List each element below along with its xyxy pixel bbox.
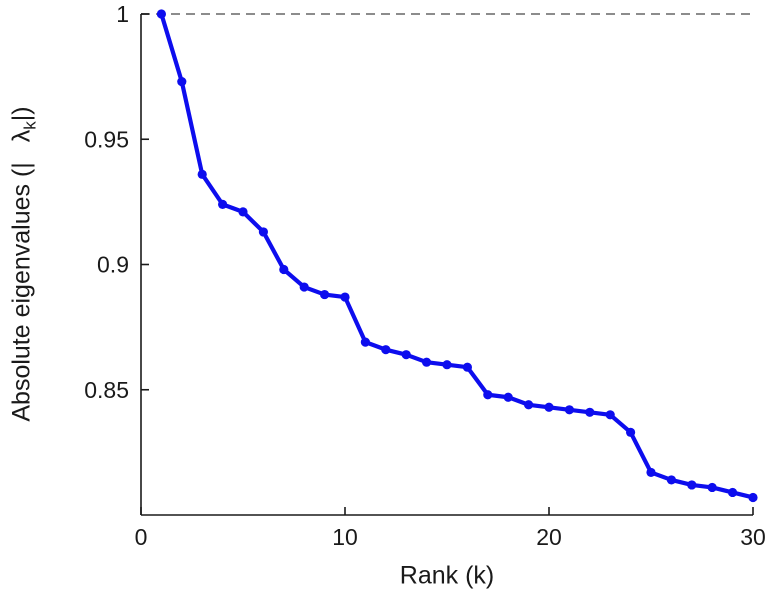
eigenvalue-data-point	[585, 407, 595, 417]
eigenvalue-data-point	[503, 392, 513, 402]
x-tick-label: 20	[536, 524, 562, 550]
eigenvalue-data-point	[156, 9, 166, 19]
eigenvalue-data-point	[299, 282, 309, 292]
eigenvalue-data-point	[564, 405, 575, 415]
x-tick-label: 0	[135, 524, 148, 550]
x-tick-label: 10	[332, 524, 358, 550]
lambda-subscript: k	[20, 121, 40, 130]
eigenvalue-data-point	[218, 199, 228, 209]
eigenvalue-data-point	[524, 400, 534, 410]
y-axis-label: Absolute eigenvalues (| λk|)	[8, 106, 41, 421]
eigenvalue-data-point	[238, 207, 248, 217]
eigenvalue-data-point	[687, 480, 697, 490]
eigenvalue-data-point	[422, 357, 432, 367]
lambda-symbol: λ	[7, 129, 36, 143]
eigenvalue-series-line	[159, 11, 756, 500]
eigenvalue-data-point	[197, 169, 207, 179]
eigenvalue-data-point	[258, 227, 268, 237]
x-axis-label: Rank (k)	[399, 561, 495, 590]
y-tick-label: 0.9	[97, 252, 129, 278]
eigenvalue-data-point	[748, 492, 758, 503]
eigenvalue-data-point	[340, 292, 350, 302]
eigenvalue-data-point	[279, 264, 289, 275]
eigenvalue-data-point	[320, 289, 330, 300]
y-tick-label: 1	[116, 1, 129, 27]
y-tick-label: 0.85	[84, 377, 129, 403]
eigenvalue-data-point	[462, 362, 472, 372]
eigenvalue-data-point	[646, 467, 656, 478]
eigenvalue-data-point	[401, 350, 411, 360]
eigenvalue-data-point	[605, 410, 615, 420]
y-axis-label-prefix: Absolute eigenvalues (|	[7, 162, 36, 422]
eigenvalue-data-point	[626, 427, 636, 437]
y-tick-label: 0.95	[84, 126, 129, 152]
eigenvalue-data-point	[442, 360, 452, 370]
eigenvalue-data-point	[666, 475, 677, 485]
eigenvalue-data-point	[707, 482, 717, 493]
eigenvalue-data-point	[728, 487, 738, 498]
eigenvalue-data-point	[381, 345, 391, 355]
x-tick-label: 30	[740, 524, 766, 550]
eigenvalue-data-point	[360, 337, 370, 347]
eigenvalue-data-point	[544, 402, 554, 412]
y-axis-label-suffix: |)	[7, 106, 36, 122]
eigenvalue-data-point	[177, 77, 187, 87]
eigenvalue-data-point	[483, 390, 493, 400]
